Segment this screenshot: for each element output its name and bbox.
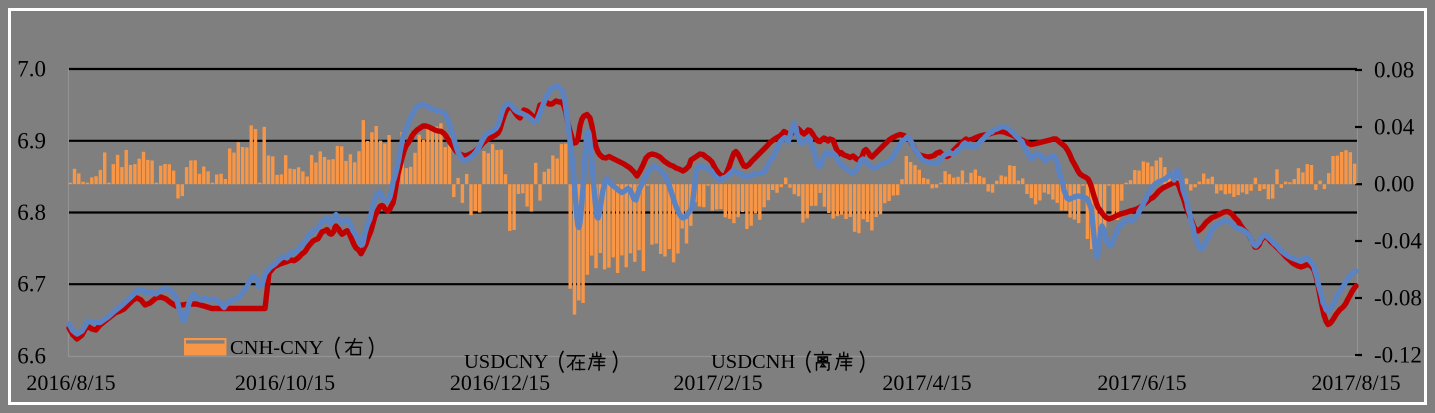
svg-text:6.9: 6.9	[17, 128, 46, 153]
svg-text:CNH-CNY: CNH-CNY	[230, 337, 324, 359]
svg-text:2017/4/15: 2017/4/15	[882, 370, 971, 395]
svg-text:0.04: 0.04	[1374, 115, 1415, 140]
svg-text:0.08: 0.08	[1374, 58, 1414, 83]
svg-text:2016/12/15: 2016/12/15	[450, 370, 550, 395]
svg-text:-0.08: -0.08	[1374, 286, 1422, 311]
svg-text:USDCNH: USDCNH	[711, 351, 795, 373]
svg-text:6.8: 6.8	[17, 200, 46, 225]
svg-text:-0.12: -0.12	[1374, 343, 1422, 368]
svg-text:6.6: 6.6	[17, 344, 46, 369]
svg-text:2017/8/15: 2017/8/15	[1311, 370, 1400, 395]
svg-text:USDCNY: USDCNY	[464, 351, 548, 373]
svg-text:2017/2/15: 2017/2/15	[673, 370, 762, 395]
svg-text:0.00: 0.00	[1374, 172, 1414, 197]
svg-text:2016/10/15: 2016/10/15	[235, 370, 335, 395]
svg-text:-0.04: -0.04	[1374, 229, 1422, 254]
svg-text:2016/8/15: 2016/8/15	[26, 370, 115, 395]
svg-text:2017/6/15: 2017/6/15	[1097, 370, 1186, 395]
svg-text:6.7: 6.7	[17, 272, 46, 297]
svg-text:7.0: 7.0	[17, 57, 46, 82]
